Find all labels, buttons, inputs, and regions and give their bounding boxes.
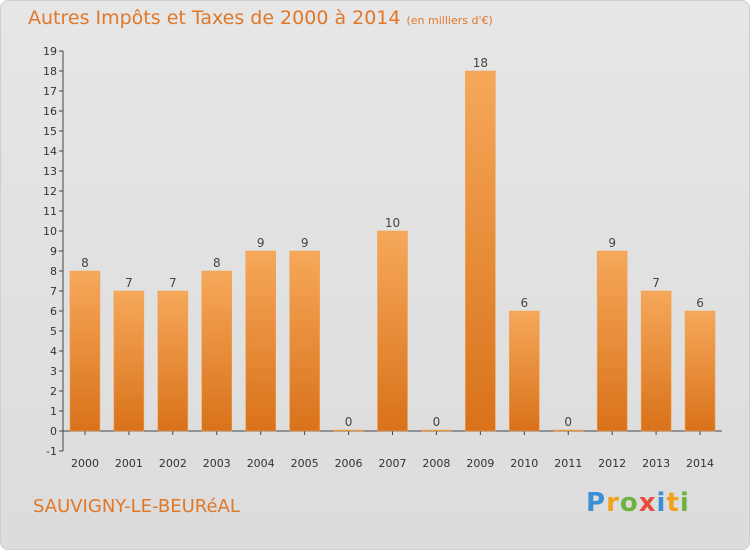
bar — [289, 250, 320, 432]
x-tick-label: 2012 — [598, 457, 626, 470]
y-tick-label: 0 — [50, 425, 57, 438]
y-tick-label: 8 — [50, 265, 57, 278]
data-label: 7 — [652, 276, 660, 290]
y-tick-label: 3 — [50, 365, 57, 378]
data-label: 8 — [81, 256, 89, 270]
proxiti-logo-letter: x — [638, 488, 657, 518]
bar — [201, 270, 233, 432]
x-tick-label: 2007 — [379, 457, 407, 470]
x-tick-label: 2002 — [159, 457, 187, 470]
y-tick-label: 1 — [50, 405, 57, 418]
bar — [69, 270, 101, 432]
x-tick-label: 2014 — [686, 457, 714, 470]
data-label: 18 — [473, 56, 488, 70]
data-label: 0 — [433, 415, 441, 429]
y-tick-label: 10 — [43, 225, 57, 238]
bar — [640, 290, 672, 432]
y-tick-label: 11 — [43, 205, 57, 218]
data-label: 9 — [608, 236, 616, 250]
commune-name: SAUVIGNY-LE-BEURéAL — [33, 496, 240, 517]
y-tick-label: 19 — [43, 45, 57, 58]
proxiti-logo-letter: r — [606, 488, 620, 518]
y-tick-label: 9 — [50, 245, 57, 258]
y-tick-label: 7 — [50, 285, 57, 298]
y-tick-label: 4 — [50, 345, 57, 358]
data-label: 10 — [385, 216, 400, 230]
x-tick-label: 2013 — [642, 457, 670, 470]
x-tick-label: 2000 — [71, 457, 99, 470]
x-tick-label: 2008 — [422, 457, 450, 470]
bar — [377, 230, 408, 432]
proxiti-logo-letter: t — [666, 488, 680, 518]
bar — [333, 429, 364, 432]
proxiti-logo-letter: P — [586, 488, 607, 518]
chart-title-text: Autres Impôts et Taxes de 2000 à 2014 — [28, 7, 401, 29]
bar — [245, 250, 276, 432]
bar — [113, 290, 145, 432]
x-tick-label: 2011 — [554, 457, 582, 470]
x-tick-label: 2005 — [291, 457, 319, 470]
proxiti-logo-letter: o — [619, 488, 639, 518]
y-tick-label: 2 — [50, 385, 57, 398]
y-tick-label: 15 — [43, 125, 57, 138]
data-label: 0 — [345, 415, 353, 429]
proxiti-logo-letter: i — [679, 488, 690, 518]
proxiti-logo-letter: i — [656, 488, 667, 518]
x-tick-label: 2006 — [335, 457, 363, 470]
data-label: 6 — [696, 296, 704, 310]
x-tick-label: 2004 — [247, 457, 275, 470]
bar — [684, 310, 716, 432]
y-tick-label: 16 — [43, 105, 57, 118]
proxiti-logo: Proxiti — [586, 488, 690, 518]
data-label: 9 — [301, 236, 309, 250]
chart-title: Autres Impôts et Taxes de 2000 à 2014 (en… — [28, 7, 493, 29]
x-tick-label: 2010 — [510, 457, 538, 470]
data-label: 7 — [125, 276, 133, 290]
bar — [509, 310, 540, 432]
x-tick-label: 2001 — [115, 457, 143, 470]
data-label: 8 — [213, 256, 221, 270]
y-tick-label: 17 — [43, 85, 57, 98]
chart-unit: (en milliers d'€) — [406, 14, 493, 27]
bar — [465, 70, 496, 432]
y-tick-label: 6 — [50, 305, 57, 318]
bar — [552, 429, 584, 432]
x-tick-label: 2009 — [466, 457, 494, 470]
y-tick-label: 13 — [43, 165, 57, 178]
y-tick-label: 18 — [43, 65, 57, 78]
y-tick-label: -1 — [46, 445, 57, 458]
bar — [596, 250, 628, 432]
bar — [157, 290, 189, 432]
data-label: 6 — [520, 296, 528, 310]
data-label: 7 — [169, 276, 177, 290]
y-tick-label: 14 — [43, 145, 57, 158]
y-tick-label: 5 — [50, 325, 57, 338]
bar — [421, 429, 452, 432]
y-tick-label: 12 — [43, 185, 57, 198]
x-tick-label: 2003 — [203, 457, 231, 470]
data-label: 9 — [257, 236, 265, 250]
data-label: 0 — [564, 415, 572, 429]
